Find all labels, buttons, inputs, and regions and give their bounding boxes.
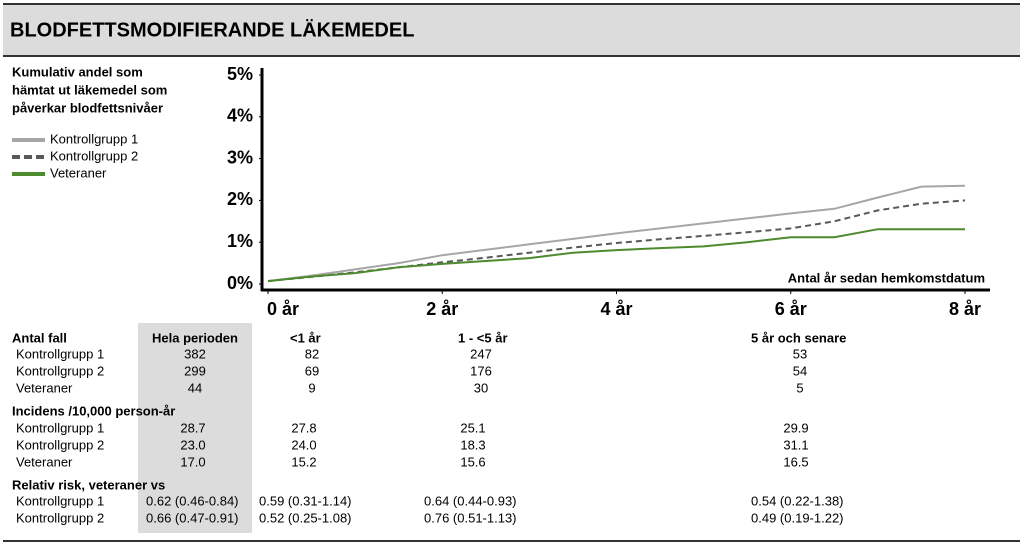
x-tick-label: 4 år xyxy=(600,299,632,319)
table-cell: 0.59 (0.31-1.14) xyxy=(259,493,352,508)
table-cell: 9 xyxy=(308,380,315,395)
table-cell: 299 xyxy=(184,363,206,378)
row-label: Kontrollgrupp 2 xyxy=(16,437,104,452)
table-cell: 18.3 xyxy=(460,437,485,452)
page-title: BLODFETTSMODIFIERANDE LÄKEMEDEL xyxy=(10,18,414,41)
column-header: 1 - <5 år xyxy=(458,330,508,345)
table-cell: 176 xyxy=(470,363,492,378)
row-label: Kontrollgrupp 1 xyxy=(16,346,104,361)
table-cell: 29.9 xyxy=(783,420,808,435)
column-header: <1 år xyxy=(290,330,321,345)
y-axis-label: hämtat ut läkemedel som xyxy=(12,82,167,97)
section-title: Relativ risk, veteraner vs xyxy=(12,477,165,492)
series-line xyxy=(267,199,966,283)
y-tick-label: 5% xyxy=(227,64,253,84)
section-title: Incidens /10,000 person-år xyxy=(12,403,175,418)
table-cell: 44 xyxy=(188,380,202,395)
column-header: 5 år och senare xyxy=(751,330,846,345)
table-cell: 23.0 xyxy=(180,437,205,452)
table-cell: 82 xyxy=(305,346,319,361)
table-cell: 0.54 (0.22-1.38) xyxy=(751,493,844,508)
table-cell: 15.2 xyxy=(291,454,316,469)
table-cell: 28.7 xyxy=(180,420,205,435)
y-tick-label: 3% xyxy=(227,147,253,167)
legend-label: Kontrollgrupp 1 xyxy=(50,131,138,146)
y-tick-label: 0% xyxy=(227,273,253,293)
section-title: Antal fall xyxy=(12,330,67,345)
header-bar xyxy=(3,4,1020,56)
table-cell: 382 xyxy=(184,346,206,361)
x-axis-label: Antal år sedan hemkomstdatum xyxy=(788,270,985,285)
table-cell: 5 xyxy=(796,380,803,395)
table-cell: 0.64 (0.44-0.93) xyxy=(424,493,517,508)
table-cell: 24.0 xyxy=(291,437,316,452)
table-cell: 69 xyxy=(305,363,319,378)
row-label: Kontrollgrupp 2 xyxy=(16,510,104,525)
legend-label: Veteraner xyxy=(50,165,107,180)
table-cell: 53 xyxy=(793,346,807,361)
column-header: Hela perioden xyxy=(152,330,238,345)
x-tick-label: 0 år xyxy=(267,299,299,319)
table-cell: 247 xyxy=(470,346,492,361)
table-cell: 0.49 (0.19-1.22) xyxy=(751,510,844,525)
series-line xyxy=(267,184,966,283)
table-cell: 27.8 xyxy=(291,420,316,435)
table-cell: 0.52 (0.25-1.08) xyxy=(259,510,352,525)
x-tick-label: 8 år xyxy=(949,299,981,319)
table-cell: 0.62 (0.46-0.84) xyxy=(146,493,239,508)
x-tick-label: 6 år xyxy=(775,299,807,319)
row-label: Kontrollgrupp 1 xyxy=(16,420,104,435)
y-tick-label: 2% xyxy=(227,189,253,209)
row-label: Kontrollgrupp 2 xyxy=(16,363,104,378)
row-label: Veteraner xyxy=(16,454,73,469)
table-cell: 54 xyxy=(793,363,807,378)
table-cell: 25.1 xyxy=(460,420,485,435)
table-cell: 17.0 xyxy=(180,454,205,469)
table-cell: 16.5 xyxy=(783,454,808,469)
table-cell: 15.6 xyxy=(460,454,485,469)
column-highlight xyxy=(138,323,252,533)
table-cell: 0.76 (0.51-1.13) xyxy=(424,510,517,525)
table-cell: 30 xyxy=(474,380,488,395)
row-label: Veteraner xyxy=(16,380,73,395)
row-label: Kontrollgrupp 1 xyxy=(16,493,104,508)
legend-label: Kontrollgrupp 2 xyxy=(50,148,138,163)
y-axis-label: Kumulativ andel som xyxy=(12,64,143,79)
table-cell: 31.1 xyxy=(783,437,808,452)
x-tick-label: 2 år xyxy=(426,299,458,319)
y-tick-label: 1% xyxy=(227,231,253,251)
y-tick-label: 4% xyxy=(227,106,253,126)
y-axis-label: påverkar blodfettsnivåer xyxy=(12,100,163,115)
table-cell: 0.66 (0.47-0.91) xyxy=(146,510,239,525)
series-line xyxy=(267,228,965,283)
